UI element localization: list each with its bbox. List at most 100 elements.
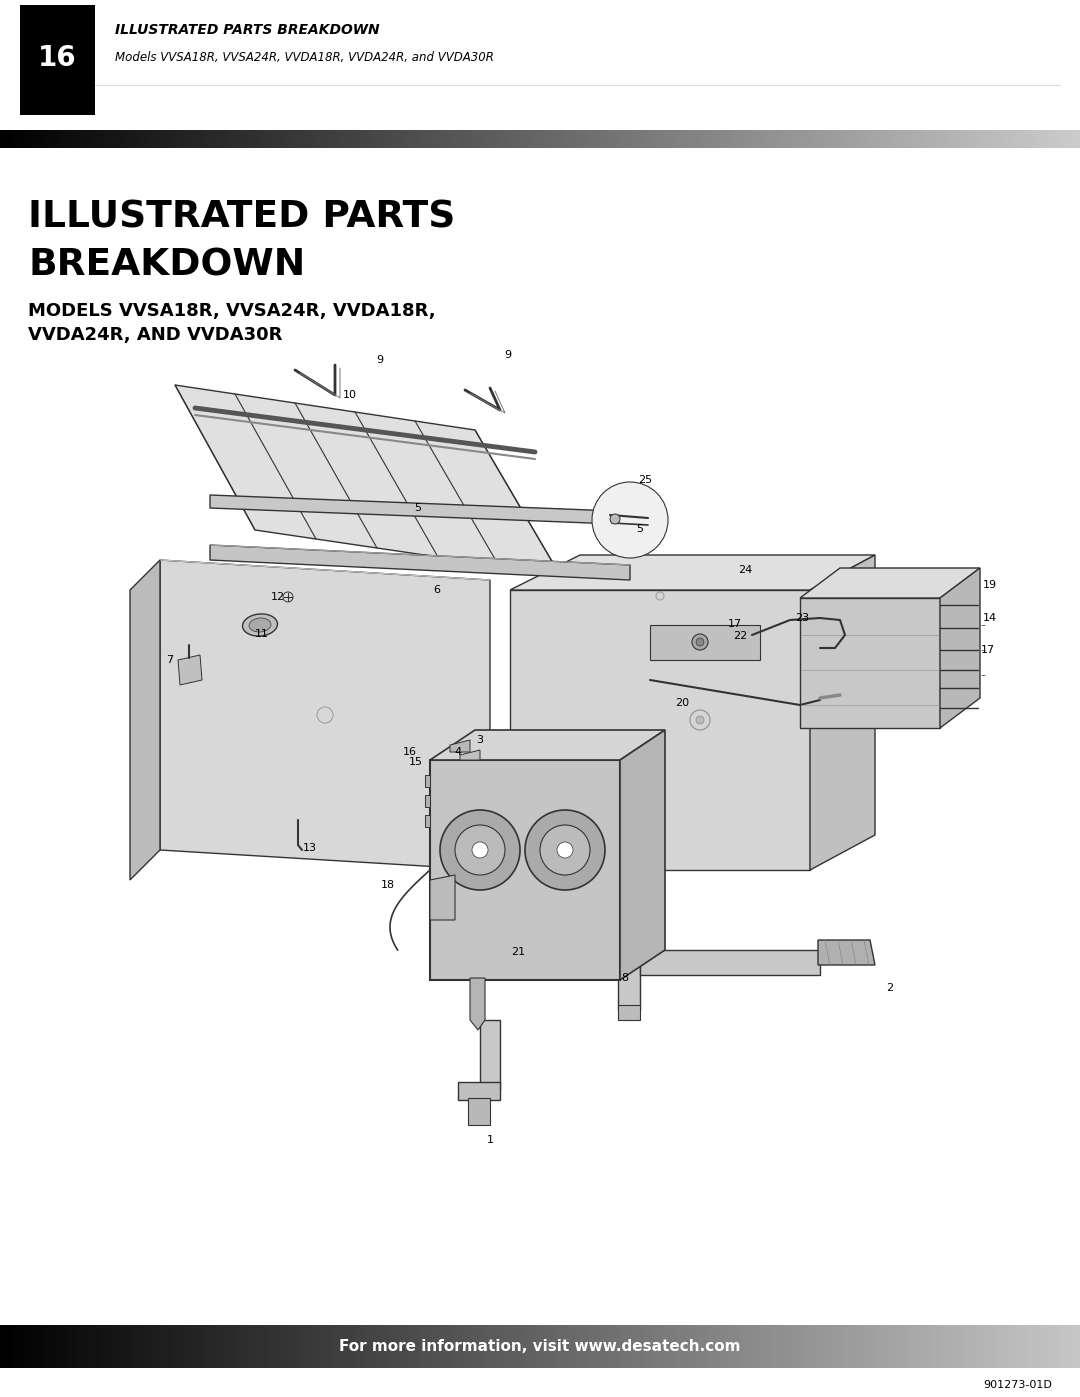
Bar: [79, 130, 84, 148]
Bar: [1023, 1324, 1027, 1368]
Bar: [468, 1324, 473, 1368]
Bar: [198, 1324, 203, 1368]
Text: 5: 5: [636, 524, 644, 534]
Bar: [497, 130, 501, 148]
Bar: [313, 130, 318, 148]
Bar: [284, 1324, 289, 1368]
Bar: [785, 130, 789, 148]
Bar: [705, 1324, 711, 1368]
Bar: [677, 130, 681, 148]
Bar: [43, 130, 48, 148]
Bar: [159, 130, 163, 148]
Bar: [1069, 130, 1074, 148]
Bar: [554, 1324, 559, 1368]
Bar: [616, 130, 620, 148]
Bar: [1055, 1324, 1059, 1368]
Bar: [370, 1324, 376, 1368]
Bar: [748, 1324, 754, 1368]
Bar: [234, 1324, 239, 1368]
Bar: [335, 130, 339, 148]
Bar: [548, 1324, 552, 1368]
Bar: [580, 130, 584, 148]
Bar: [835, 1324, 840, 1368]
Bar: [645, 1324, 649, 1368]
Bar: [994, 1324, 998, 1368]
Text: 8: 8: [621, 972, 629, 983]
Bar: [68, 130, 73, 148]
Bar: [651, 130, 657, 148]
Text: 6: 6: [433, 585, 441, 595]
Bar: [886, 1324, 890, 1368]
Bar: [1023, 130, 1027, 148]
Bar: [597, 130, 603, 148]
Bar: [670, 130, 674, 148]
Bar: [170, 1324, 174, 1368]
Bar: [634, 130, 638, 148]
Bar: [191, 1324, 195, 1368]
Bar: [742, 130, 746, 148]
Bar: [608, 130, 613, 148]
Text: 23: 23: [795, 613, 809, 623]
Text: 7: 7: [166, 655, 174, 665]
Text: 1: 1: [486, 1134, 494, 1146]
Bar: [872, 1324, 876, 1368]
Bar: [554, 130, 559, 148]
Bar: [947, 130, 951, 148]
Bar: [468, 130, 473, 148]
Bar: [440, 130, 444, 148]
Bar: [518, 1324, 523, 1368]
Bar: [802, 1324, 808, 1368]
Bar: [856, 1324, 862, 1368]
Bar: [688, 1324, 692, 1368]
Bar: [400, 130, 404, 148]
Text: 16: 16: [38, 43, 77, 73]
Bar: [842, 130, 847, 148]
Bar: [86, 130, 91, 148]
Bar: [608, 1324, 613, 1368]
Bar: [327, 1324, 333, 1368]
Bar: [572, 130, 577, 148]
Text: 12: 12: [271, 592, 285, 602]
Bar: [241, 1324, 246, 1368]
Polygon shape: [640, 950, 820, 975]
Polygon shape: [450, 740, 470, 752]
Bar: [936, 130, 941, 148]
Bar: [569, 130, 573, 148]
Bar: [346, 1324, 350, 1368]
Bar: [90, 130, 95, 148]
Bar: [1001, 130, 1005, 148]
Bar: [612, 130, 617, 148]
Text: 25: 25: [638, 475, 652, 485]
Bar: [958, 1324, 962, 1368]
Polygon shape: [618, 900, 640, 1010]
Bar: [986, 130, 991, 148]
Bar: [338, 130, 343, 148]
Bar: [576, 1324, 581, 1368]
Bar: [202, 1324, 206, 1368]
Bar: [418, 130, 422, 148]
Bar: [46, 130, 52, 148]
Bar: [508, 130, 512, 148]
Bar: [770, 1324, 775, 1368]
Bar: [11, 1324, 15, 1368]
Bar: [40, 1324, 44, 1368]
Bar: [57, 130, 63, 148]
Bar: [548, 130, 552, 148]
Polygon shape: [178, 655, 202, 685]
Bar: [586, 130, 592, 148]
Bar: [440, 1324, 444, 1368]
Bar: [634, 1324, 638, 1368]
Bar: [896, 1324, 901, 1368]
Bar: [562, 130, 566, 148]
Bar: [180, 130, 185, 148]
Bar: [896, 130, 901, 148]
Bar: [662, 1324, 667, 1368]
Bar: [208, 1324, 214, 1368]
Bar: [511, 130, 516, 148]
Bar: [25, 1324, 30, 1368]
Bar: [921, 1324, 927, 1368]
Ellipse shape: [249, 617, 271, 631]
Bar: [586, 1324, 592, 1368]
Bar: [1026, 1324, 1030, 1368]
Bar: [936, 1324, 941, 1368]
